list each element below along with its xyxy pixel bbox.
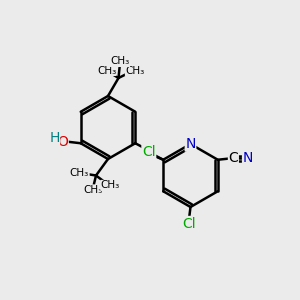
- Text: Cl: Cl: [142, 145, 156, 159]
- Text: CH₃: CH₃: [101, 180, 120, 190]
- Text: CH₃: CH₃: [125, 65, 145, 76]
- Text: CH₃: CH₃: [70, 168, 89, 178]
- Text: S: S: [146, 146, 155, 160]
- Text: N: N: [243, 151, 253, 165]
- Text: CH₃: CH₃: [97, 65, 116, 76]
- Text: C: C: [229, 151, 238, 165]
- Text: N: N: [185, 137, 196, 151]
- Text: CH₃: CH₃: [83, 185, 103, 195]
- Text: CH₃: CH₃: [110, 56, 130, 67]
- Text: O: O: [57, 135, 68, 149]
- Text: H: H: [49, 131, 59, 145]
- Text: Cl: Cl: [182, 217, 196, 230]
